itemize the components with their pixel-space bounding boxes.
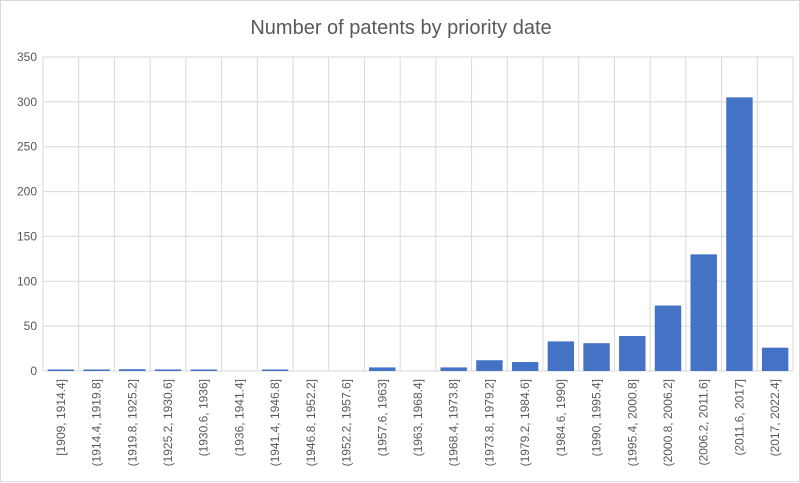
bar (190, 369, 217, 371)
x-tick-label: (1963, 1968.4] (411, 379, 425, 456)
x-tick-label: (1936, 1941.4] (232, 379, 246, 456)
y-tick-label: 300 (17, 95, 37, 109)
x-tick-label: (1914.4, 1919.8] (90, 379, 104, 466)
x-tick-label: (1925.2, 1930.6] (161, 379, 175, 466)
x-tick-label: (1919.8, 1925.2] (125, 379, 139, 466)
x-tick-label: (2000.8, 2006.2] (661, 379, 675, 466)
x-tick-label: (1957.6, 1963] (375, 379, 389, 456)
x-tick-label: (2017, 2022.4] (768, 379, 782, 456)
y-axis: 0 50 100 150 200 250 300 350 (17, 50, 37, 378)
bar (654, 305, 682, 371)
bars (47, 97, 789, 371)
x-tick-label: (1968.4, 1973.8] (447, 379, 461, 466)
y-tick-label: 250 (17, 140, 37, 154)
x-tick-label: (1995.4, 2000.8] (625, 379, 639, 466)
chart-title: Number of patents by priority date (250, 17, 551, 39)
bar (83, 369, 110, 371)
x-tick-label: (1952.2, 1957.6] (340, 379, 354, 466)
x-tick-label: (1973.8, 1979.2] (482, 379, 496, 466)
bar (476, 360, 503, 371)
y-tick-label: 0 (30, 364, 37, 378)
bar (583, 343, 610, 371)
x-tick-label: [1909, 1914.4] (54, 379, 68, 456)
y-tick-label: 150 (17, 229, 37, 243)
x-tick-label: (1984.6, 1990] (554, 379, 568, 456)
x-axis: [1909, 1914.4] (1914.4, 1919.8] (1919.8, 1… (54, 379, 782, 466)
bar (690, 254, 717, 371)
bar (119, 369, 146, 371)
x-tick-label: (2006.2, 2011.6] (697, 379, 711, 466)
x-tick-label: (1979.2, 1984.6] (518, 379, 532, 466)
bar (440, 367, 467, 371)
bar (761, 347, 789, 371)
x-tick-label: (1930.6, 1936] (197, 379, 211, 456)
bar (369, 367, 396, 371)
bar (547, 341, 575, 371)
y-tick-label: 100 (17, 274, 37, 288)
bar (47, 369, 75, 371)
x-tick-label: (2011.6, 2017] (732, 379, 746, 456)
x-tick-label: (1941.4, 1946.8] (268, 379, 282, 466)
x-tick-label: (1990, 1995.4] (590, 379, 604, 456)
bar (511, 362, 539, 371)
bar (261, 369, 289, 371)
bar (619, 336, 646, 371)
y-tick-label: 200 (17, 185, 37, 199)
gridlines (42, 56, 794, 372)
bar (726, 97, 753, 371)
x-tick-label: (1946.8, 1952.2] (304, 379, 318, 466)
y-tick-label: 350 (17, 50, 37, 64)
y-tick-label: 50 (24, 319, 38, 333)
bar (154, 369, 182, 371)
